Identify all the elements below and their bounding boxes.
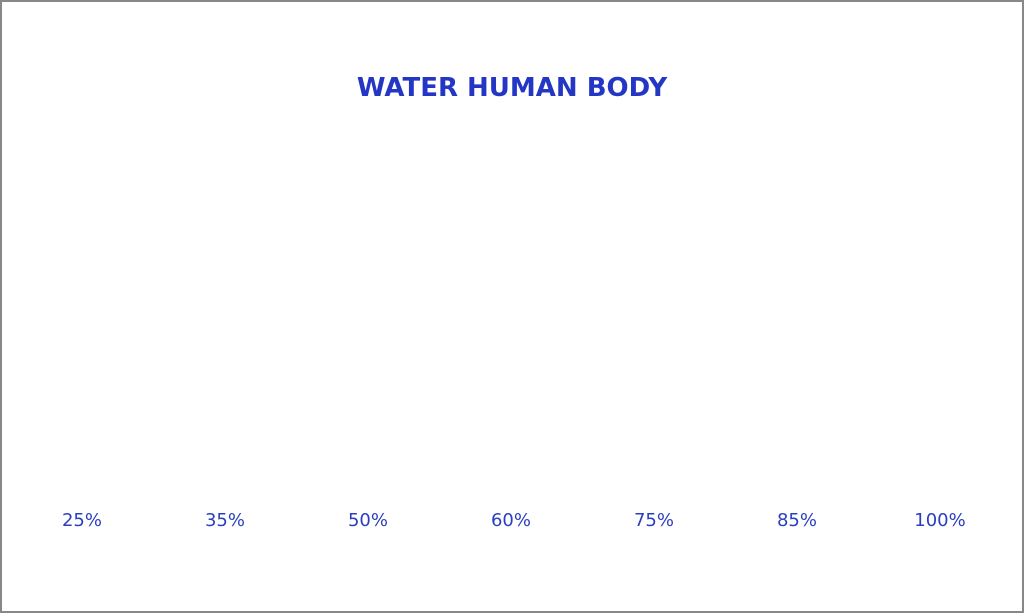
value-label: 60% bbox=[491, 510, 531, 531]
value-label: 50% bbox=[348, 510, 388, 531]
value-label: 100% bbox=[914, 510, 965, 531]
value-label: 85% bbox=[777, 510, 817, 531]
value-label: 35% bbox=[205, 510, 245, 531]
value-label: 25% bbox=[62, 510, 102, 531]
value-label: 75% bbox=[634, 510, 674, 531]
title: WATER HUMAN BODY bbox=[357, 73, 668, 103]
